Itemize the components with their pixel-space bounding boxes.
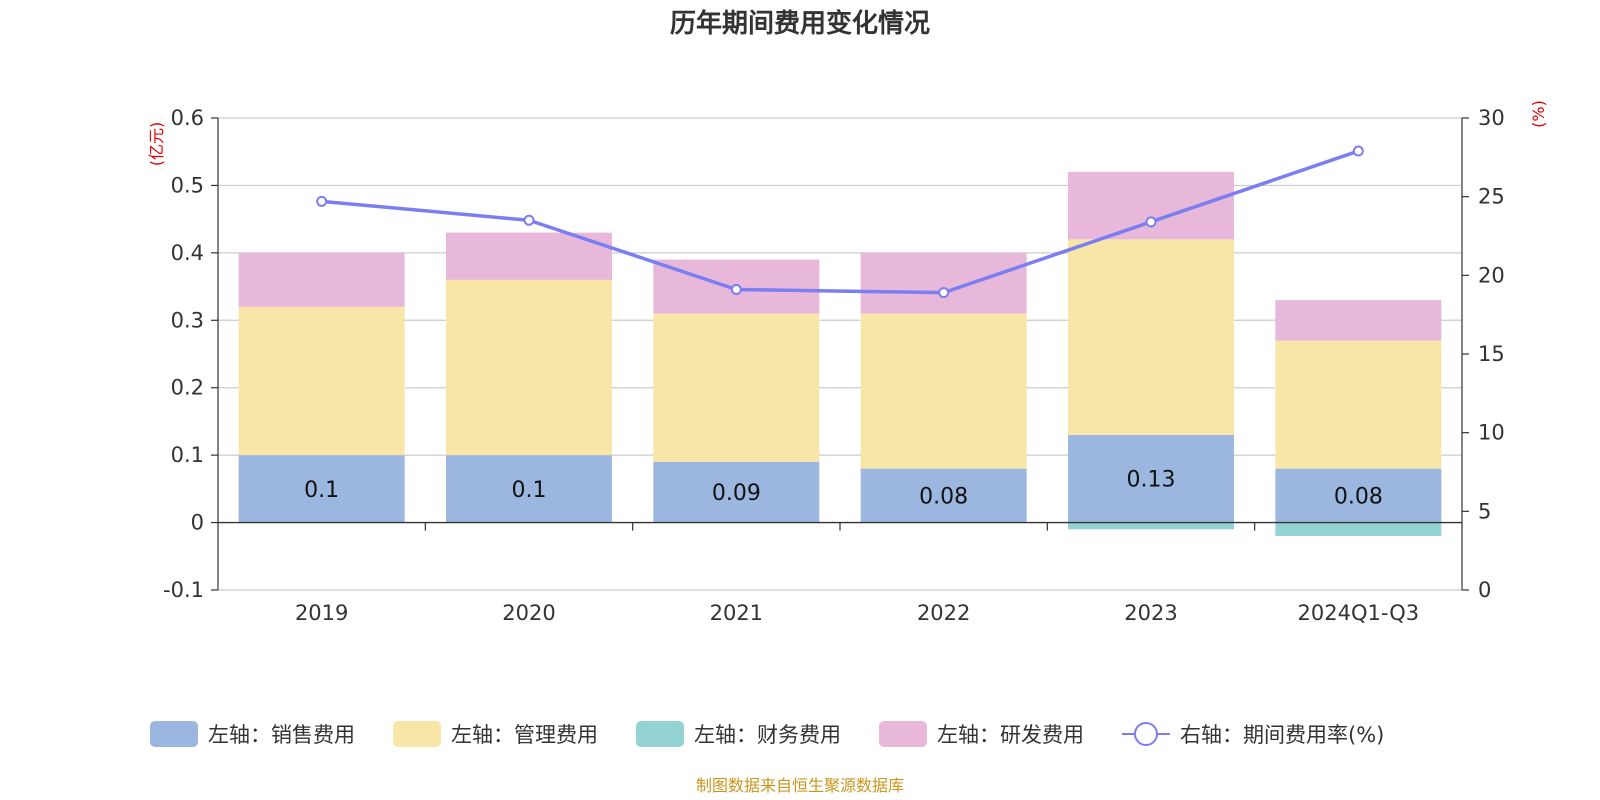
- bar: [860, 252, 1027, 314]
- right-axis-tick-label: 30: [1478, 106, 1505, 130]
- right-axis-tick-label: 20: [1478, 263, 1505, 287]
- legend-label: 左轴：研发费用: [937, 723, 1084, 747]
- data-label: 0.08: [919, 485, 968, 510]
- data-labels: 0.1 0.1 0.09 0.08 0.13 0.08: [304, 468, 1383, 510]
- legend-label: 左轴：财务费用: [694, 723, 841, 747]
- rate-point: [730, 283, 742, 295]
- rate-point: [316, 195, 328, 207]
- bar: [653, 461, 820, 523]
- right-axis-tick-label: 15: [1478, 342, 1505, 366]
- x-axis-tick-label: 2020: [502, 601, 555, 625]
- legend-swatch: [150, 721, 198, 747]
- data-label: 0.08: [1334, 485, 1383, 510]
- left-axis-tick-label: 0.2: [171, 376, 204, 400]
- rate-point: [1352, 145, 1364, 157]
- legend-label: 左轴：管理费用: [451, 723, 598, 747]
- legend-label: 左轴：销售费用: [208, 723, 355, 747]
- x-axis-tick-label: 2022: [917, 601, 970, 625]
- legend-swatch: [393, 721, 441, 747]
- left-axis-tick-label: 0.1: [171, 443, 204, 467]
- bar: [860, 468, 1027, 523]
- right-axis-tick-label: 5: [1478, 499, 1491, 523]
- source-note: 制图数据来自恒生聚源数据库: [696, 776, 904, 795]
- bar: [1275, 468, 1442, 523]
- x-axis-tick-label: 2021: [710, 601, 763, 625]
- line-series: [316, 145, 1364, 299]
- right-axis-tick-label: 0: [1478, 578, 1491, 602]
- legend-swatch: [879, 721, 927, 747]
- left-axis-tick-label: 0.4: [171, 241, 204, 265]
- bar: [653, 313, 820, 462]
- bar: [446, 455, 612, 523]
- data-label: 0.1: [304, 478, 339, 503]
- rate-line: [321, 149, 1359, 295]
- bar: [446, 279, 612, 456]
- legend-label: 右轴：期间费用率(%): [1180, 723, 1384, 747]
- bar-series: [238, 171, 1442, 537]
- bar: [238, 455, 405, 523]
- x-axis-tick-label: 2024Q1-Q3: [1298, 601, 1420, 625]
- left-axis-tick-label: 0: [191, 511, 204, 535]
- x-axis-tick-label: 2023: [1124, 601, 1177, 625]
- bar: [238, 252, 405, 307]
- bar: [1068, 171, 1234, 240]
- data-label: 0.13: [1127, 468, 1176, 493]
- legend: 左轴：销售费用 左轴：管理费用 左轴：财务费用 左轴：研发费用 右轴：期间费用率(%): [150, 721, 1384, 747]
- bar: [1068, 239, 1234, 435]
- legend-marker-icon: [1134, 722, 1158, 746]
- gridlines: [218, 117, 1462, 591]
- x-axis-tick-label: 2019: [295, 601, 348, 625]
- bar: [1068, 522, 1234, 530]
- bar: [1275, 300, 1442, 341]
- bar: [1068, 434, 1234, 523]
- left-axis-tick-label: 0.6: [171, 106, 204, 130]
- data-label: 0.1: [512, 478, 547, 503]
- rate-point: [523, 214, 535, 226]
- right-axis-tick-label: 25: [1478, 185, 1505, 209]
- rate-point: [1145, 216, 1157, 228]
- bar: [860, 313, 1027, 469]
- left-axis-tick-label: 0.3: [171, 308, 204, 332]
- left-axis-unit: (亿元): [147, 122, 166, 167]
- chart-title: 历年期间费用变化情况: [670, 8, 930, 39]
- left-axis-tick-label: -0.1: [163, 578, 204, 602]
- rate-point: [938, 287, 950, 299]
- bar: [1275, 340, 1442, 469]
- right-axis-tick-label: 10: [1478, 421, 1505, 445]
- bar: [1275, 522, 1442, 537]
- axes: -0.1 0 0.1 0.2 0.3 0.4 0.5 0.6 0 5 10 15 20 25 30 (亿元) (…: [147, 100, 1548, 625]
- right-axis-unit: (%): [1529, 100, 1548, 128]
- legend-swatch: [636, 721, 684, 747]
- left-axis-tick-label: 0.5: [171, 173, 204, 197]
- data-label: 0.09: [712, 481, 761, 506]
- bar: [238, 306, 405, 456]
